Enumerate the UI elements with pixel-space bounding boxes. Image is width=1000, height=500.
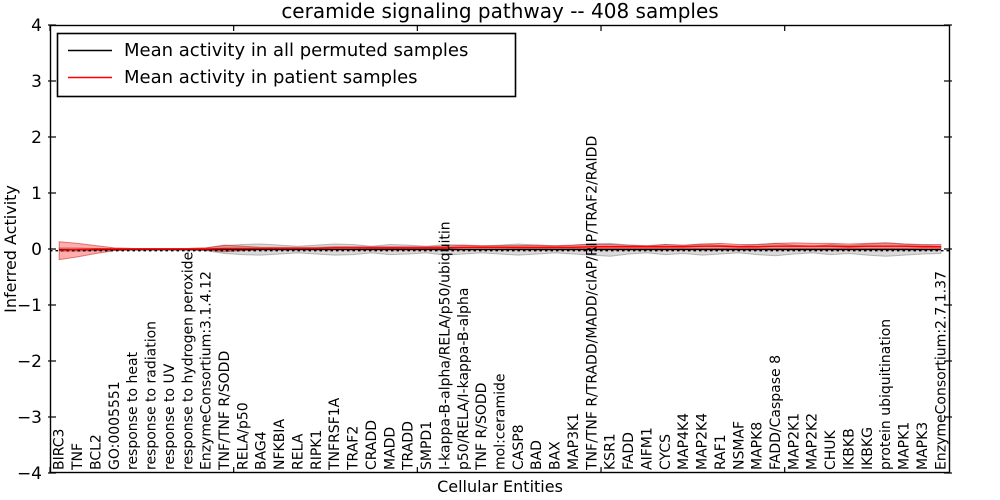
x-category-label: FADD/Caspase 8 — [768, 355, 784, 470]
x-category-label: EnzymeConsortium:2.7.1.37 — [933, 271, 949, 470]
x-category-label: CHUK — [823, 429, 839, 470]
x-category-label: MAPK3 — [915, 422, 931, 470]
x-category-label: GO:0005551 — [107, 381, 123, 470]
x-category-label: FADD — [621, 432, 637, 470]
x-category-label: TNF/TNF R/SODD — [217, 351, 233, 471]
x-category-label: RIPK1 — [309, 430, 325, 470]
legend-label-patient: Mean activity in patient samples — [124, 67, 418, 88]
x-category-label: I-kappa-B-alpha/RELA/p50/ubiquitin — [437, 221, 453, 470]
x-category-label: MADD — [382, 427, 398, 470]
x-category-label: BAX — [548, 441, 564, 470]
tick-layer — [48, 24, 952, 474]
legend-box — [56, 32, 517, 98]
x-category-label: BAG4 — [254, 431, 270, 470]
y-axis-label: Inferred Activity — [1, 185, 20, 313]
x-category-label: protein ubiquitination — [878, 319, 894, 470]
x-category-label: TNFRSF1A — [327, 397, 343, 471]
patient-mean-line — [59, 245, 941, 251]
y-tick-label: 1 — [31, 184, 42, 204]
x-category-label-layer: BIRC3 TNF BCL2 GO:0005551 response to heat re… — [52, 136, 950, 471]
x-category-label: BIRC3 — [52, 429, 68, 470]
x-category-label: NFKBIA — [272, 419, 288, 470]
y-tick-label: −2 — [17, 352, 42, 372]
x-category-label: MAP4K4 — [676, 413, 692, 470]
x-category-label: KSR1 — [603, 433, 619, 470]
x-category-label: response to radiation — [144, 321, 160, 470]
x-category-label: BAD — [529, 440, 545, 470]
x-category-label: mol:ceramide — [493, 374, 509, 470]
y-tick-label: 0 — [31, 240, 42, 260]
x-category-label: RELA/p50 — [235, 402, 251, 470]
x-category-label: MAP2K1 — [786, 413, 802, 470]
legend-label-permuted: Mean activity in all permuted samples — [124, 40, 468, 61]
y-tick-label-layer: 4 3 2 1 0 −1 −2 −3 −4 — [17, 16, 42, 484]
chart-title: ceramide signaling pathway -- 408 sample… — [281, 0, 718, 23]
line-layer — [50, 245, 950, 252]
x-category-label: IKBKB — [841, 428, 857, 470]
x-category-label: p50/RELA/I-kappa-B-alpha — [456, 288, 472, 470]
x-category-label: TRAF2 — [346, 426, 362, 471]
y-tick-label: 2 — [31, 128, 42, 148]
x-category-label: SMPD1 — [419, 421, 435, 470]
x-category-label: MAPK1 — [897, 422, 913, 470]
x-category-label: response to heat — [125, 351, 141, 470]
x-category-label: CASP8 — [511, 424, 527, 470]
x-category-label: MAP3K1 — [566, 413, 582, 470]
y-tick-label: 3 — [31, 72, 42, 92]
y-tick-label: 4 — [31, 16, 42, 36]
y-tick-label: −4 — [17, 464, 42, 484]
y-tick-label: −1 — [17, 296, 42, 316]
y-tick-label: −3 — [17, 408, 42, 428]
x-category-label: CYCS — [658, 434, 674, 470]
x-category-label: MAP2K4 — [695, 413, 711, 470]
x-axis-label: Cellular Entities — [437, 477, 563, 496]
x-category-label: EnzymeConsortium:3.1.4.12 — [199, 271, 215, 470]
legend: Mean activity in all permuted samples Me… — [56, 32, 517, 98]
x-category-label: MAPK8 — [750, 422, 766, 470]
x-category-label: MAP2K2 — [805, 413, 821, 470]
x-category-label: TNF — [70, 443, 86, 471]
x-category-label: AIFM1 — [639, 427, 655, 470]
x-category-label: response to hydrogen peroxide — [180, 252, 196, 470]
x-category-label: TRADD — [401, 421, 417, 471]
x-category-label: CRADD — [364, 420, 380, 470]
x-category-label: IKBKG — [860, 427, 876, 470]
x-category-label: BCL2 — [88, 434, 104, 470]
x-category-label: response to UV — [162, 363, 178, 470]
x-category-label: TNF/TNF R/TRADD/MADD/cIAP/RIP/TRAF2/RAID… — [584, 136, 600, 471]
x-category-label: TNF R/SODD — [474, 383, 490, 471]
x-category-label: NSMAF — [731, 421, 747, 470]
x-category-label: RELA — [290, 433, 306, 470]
x-category-label: RAF1 — [713, 434, 729, 470]
